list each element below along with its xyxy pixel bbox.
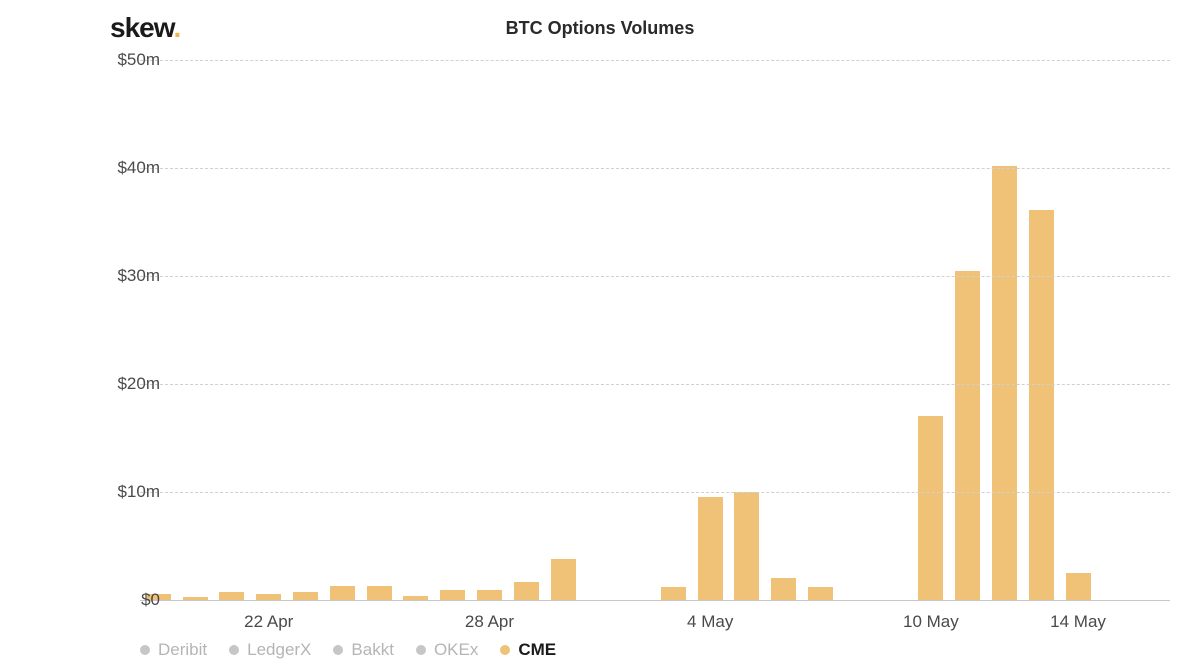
bar[interactable]: [330, 586, 355, 600]
bar[interactable]: [992, 166, 1017, 600]
y-tick-label: $0: [80, 590, 160, 610]
bar[interactable]: [771, 578, 796, 600]
y-tick-label: $50m: [80, 50, 160, 70]
legend: Deribit LedgerX Bakkt OKEx CME: [140, 640, 1170, 660]
legend-label: Deribit: [158, 640, 207, 660]
y-tick-label: $30m: [80, 266, 160, 286]
grid-line: [140, 492, 1170, 493]
legend-item[interactable]: LedgerX: [229, 640, 311, 660]
bar[interactable]: [1066, 573, 1091, 600]
bar[interactable]: [661, 587, 686, 600]
chart-container: skew. BTC Options Volumes $0$10m$20m$30m…: [0, 0, 1200, 670]
bar[interactable]: [219, 592, 244, 600]
bar[interactable]: [1029, 210, 1054, 600]
legend-item[interactable]: OKEx: [416, 640, 478, 660]
grid-line: [140, 60, 1170, 61]
grid-line: [140, 384, 1170, 385]
grid-baseline: [140, 600, 1170, 601]
bar[interactable]: [955, 271, 980, 600]
legend-item[interactable]: Bakkt: [333, 640, 394, 660]
x-tick-label: 4 May: [687, 612, 733, 632]
chart-title: BTC Options Volumes: [0, 18, 1200, 39]
legend-dot-icon: [229, 645, 239, 655]
legend-item[interactable]: CME: [500, 640, 556, 660]
bar[interactable]: [808, 587, 833, 600]
legend-label: CME: [518, 640, 556, 660]
bar[interactable]: [551, 559, 576, 600]
legend-label: OKEx: [434, 640, 478, 660]
bar[interactable]: [367, 586, 392, 600]
legend-dot-icon: [416, 645, 426, 655]
bar[interactable]: [734, 492, 759, 600]
bars-layer: [140, 60, 1170, 600]
legend-label: Bakkt: [351, 640, 394, 660]
bar[interactable]: [477, 590, 502, 600]
bar[interactable]: [514, 582, 539, 600]
bar[interactable]: [698, 497, 723, 600]
y-tick-label: $10m: [80, 482, 160, 502]
x-tick-label: 14 May: [1050, 612, 1106, 632]
legend-dot-icon: [333, 645, 343, 655]
x-tick-label: 10 May: [903, 612, 959, 632]
plot-area: [140, 60, 1170, 600]
bar[interactable]: [440, 590, 465, 600]
y-tick-label: $20m: [80, 374, 160, 394]
legend-label: LedgerX: [247, 640, 311, 660]
legend-dot-icon: [500, 645, 510, 655]
grid-line: [140, 276, 1170, 277]
x-tick-label: 28 Apr: [465, 612, 514, 632]
bar[interactable]: [918, 416, 943, 600]
y-tick-label: $40m: [80, 158, 160, 178]
legend-item[interactable]: Deribit: [140, 640, 207, 660]
x-tick-label: 22 Apr: [244, 612, 293, 632]
legend-dot-icon: [140, 645, 150, 655]
grid-line: [140, 168, 1170, 169]
bar[interactable]: [293, 592, 318, 600]
